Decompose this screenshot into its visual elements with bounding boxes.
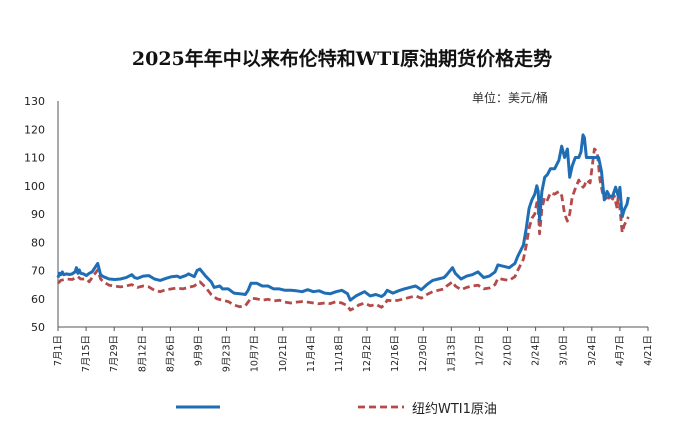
chart-axes — [57, 101, 648, 328]
x-tick-label: 12月2日 — [362, 335, 373, 372]
y-tick-label: 50 — [31, 321, 45, 334]
x-tick-label: 7月1日 — [53, 335, 64, 366]
y-tick-label: 80 — [31, 236, 45, 249]
x-tick-label: 10/21日 — [278, 335, 289, 372]
x-tick-label: 1月13日 — [446, 335, 457, 372]
y-tick-label: 100 — [24, 180, 45, 193]
x-tick-label: 3/10日 — [559, 335, 570, 366]
series-line-blue — [56, 133, 630, 302]
x-tick-label: 2/24日 — [531, 335, 542, 366]
x-tick-label: 4月7日 — [615, 335, 626, 366]
y-tick-label: 90 — [31, 208, 45, 221]
x-tick-label: 3/24日 — [587, 335, 598, 366]
x-tick-label: 10月7日 — [250, 335, 261, 372]
x-tick-label: 8月26日 — [165, 335, 176, 372]
x-axis-ticks: 7月1日 7月15日 7月29日 8月12日 8月26日 9月9日 9月23日 10月7日 10… — [53, 327, 654, 372]
x-tick-label: 11月4日 — [306, 335, 317, 372]
x-tick-label: 4/21日 — [643, 335, 654, 366]
chart-title: 2025年年中以来布伦特和WTI原油期货价格走势 — [131, 48, 553, 70]
y-tick-label: 110 — [24, 152, 45, 165]
y-tick-label: 130 — [24, 95, 45, 108]
legend-label-red: 纽约WTI1原油 — [412, 402, 497, 417]
x-tick-label: 2/10日 — [503, 335, 514, 366]
x-tick-label: 9月9日 — [193, 335, 204, 366]
x-tick-label: 11/18日 — [334, 335, 345, 372]
y-tick-label: 120 — [24, 123, 45, 136]
y-tick-label: 60 — [31, 293, 45, 306]
x-tick-label: 8月12日 — [137, 335, 148, 372]
x-tick-label: 9月23日 — [222, 335, 233, 372]
y-axis-ticks: 50 60 70 80 90 100 110 120 130 — [24, 95, 45, 334]
unit-label: 单位：美元/桶 — [472, 91, 549, 105]
series-line-red — [57, 147, 630, 312]
series-lines — [56, 133, 630, 312]
x-tick-label: 12/30日 — [418, 335, 429, 372]
x-tick-label: 7月15日 — [81, 335, 92, 372]
y-tick-label: 70 — [31, 265, 45, 278]
x-tick-label: 1/27日 — [474, 335, 485, 366]
x-tick-label: 7月29日 — [109, 335, 120, 372]
x-tick-label: 12/16日 — [390, 335, 401, 372]
